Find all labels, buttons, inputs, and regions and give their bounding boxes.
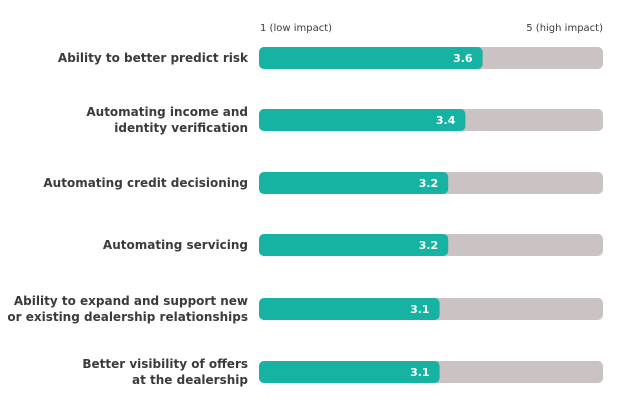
scale-min-label: 1 (low impact)	[260, 23, 332, 34]
category-label: Ability to expand and support new	[14, 294, 248, 308]
bar-value-label: 3.2	[419, 239, 439, 252]
bar	[259, 47, 483, 69]
category-label: Better visibility of offers	[82, 357, 248, 371]
scale-max-label: 5 (high impact)	[526, 23, 603, 34]
category-label: Ability to better predict risk	[58, 51, 249, 65]
bar	[259, 298, 440, 320]
category-label: Automating income and	[86, 105, 248, 119]
bar-value-label: 3.4	[436, 114, 456, 127]
bar-value-label: 3.6	[453, 52, 473, 65]
category-label: or existing dealership relationships	[7, 310, 248, 324]
category-label: identity verification	[114, 121, 248, 135]
category-label: Automating credit decisioning	[43, 176, 248, 190]
category-label: Automating servicing	[103, 238, 248, 252]
bar	[259, 172, 449, 194]
bar-value-label: 3.1	[410, 303, 430, 316]
bar	[259, 234, 449, 256]
bar-value-label: 3.1	[410, 366, 430, 379]
category-label: at the dealership	[132, 373, 248, 387]
bar	[259, 361, 440, 383]
bar-rows: 3.6 Ability to better predict risk 3.4 Auto…	[7, 47, 603, 387]
bar	[259, 109, 466, 131]
bar-value-label: 3.2	[419, 177, 439, 190]
